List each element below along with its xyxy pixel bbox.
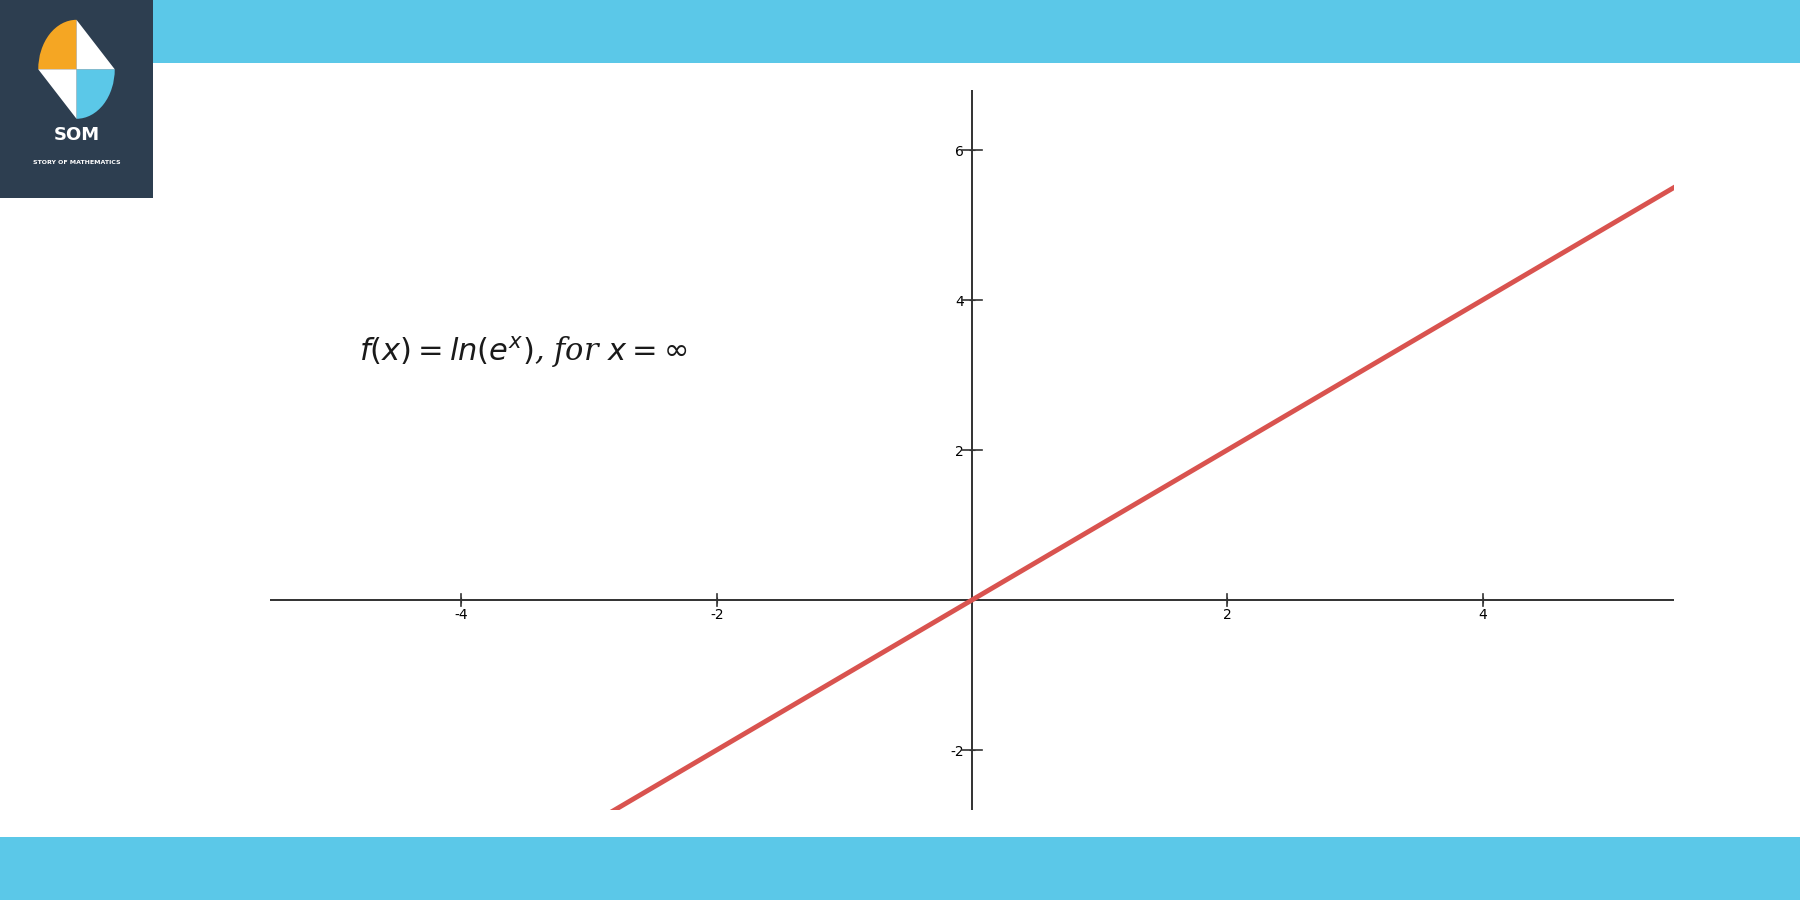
Text: SOM: SOM [54,126,99,144]
Polygon shape [38,69,76,119]
Wedge shape [76,69,115,119]
Text: $f(x) = ln(e^x)$, for $x = \infty$: $f(x) = ln(e^x)$, for $x = \infty$ [360,334,688,369]
Wedge shape [38,20,76,69]
Text: STORY OF MATHEMATICS: STORY OF MATHEMATICS [32,160,121,165]
Polygon shape [76,20,115,69]
